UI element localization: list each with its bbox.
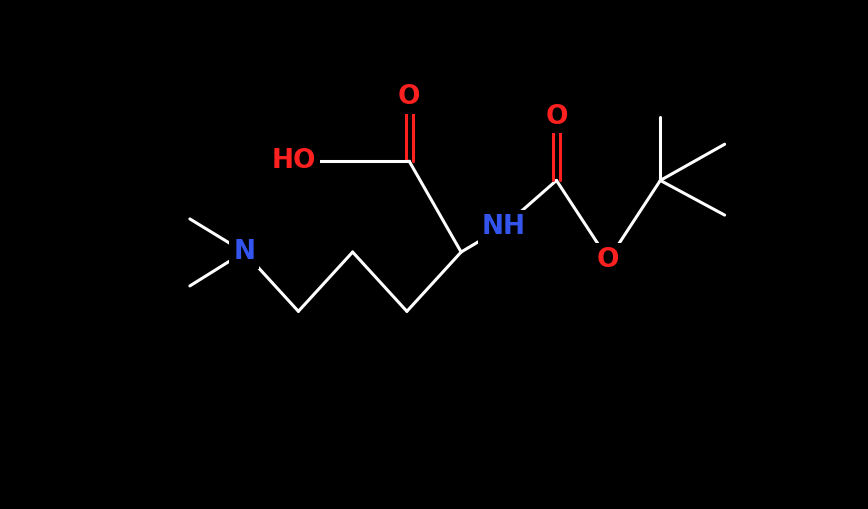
Text: HO: HO: [272, 148, 316, 174]
Text: NH: NH: [482, 214, 526, 240]
Text: O: O: [597, 247, 620, 273]
Text: O: O: [545, 103, 568, 129]
Text: O: O: [398, 84, 420, 110]
Text: N: N: [233, 239, 255, 265]
